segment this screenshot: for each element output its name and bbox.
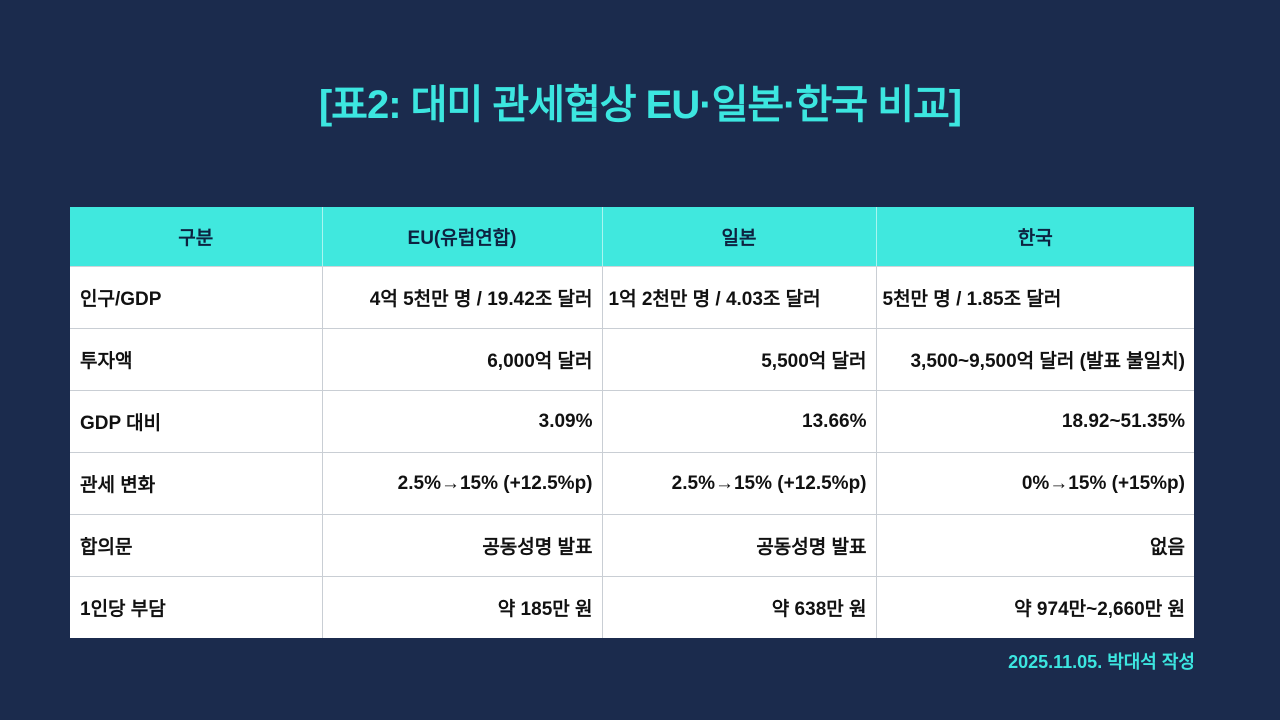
table-cell: 13.66% — [602, 390, 877, 453]
table-cell: 6,000억 달러 — [322, 328, 603, 391]
table-header-row: 구분 EU(유럽연합) 일본 한국 — [70, 207, 1194, 267]
table-cell: 3,500~9,500억 달러 (발표 불일치) — [876, 328, 1194, 391]
table-row-tariff-change: 관세 변화 2.5%→15% (+12.5%p) 2.5%→15% (+12.5… — [70, 452, 1194, 515]
author-credit: 2025.11.05. 박대석 작성 — [1008, 652, 1195, 672]
table-cell: 5천만 명 / 1.85조 달러 — [876, 266, 1194, 329]
table-cell: 약 638만 원 — [602, 576, 877, 638]
row-label: 투자액 — [70, 328, 323, 391]
row-label: 관세 변화 — [70, 452, 323, 515]
col-header-eu: EU(유럽연합) — [322, 207, 603, 267]
row-label: 인구/GDP — [70, 266, 323, 329]
row-label: 1인당 부담 — [70, 576, 323, 638]
col-header-japan: 일본 — [602, 207, 877, 267]
table-cell: 공동성명 발표 — [322, 514, 603, 577]
table-row-gdp-ratio: GDP 대비 3.09% 13.66% 18.92~51.35% — [70, 390, 1194, 453]
table-cell: 약 185만 원 — [322, 576, 603, 638]
comparison-table: 구분 EU(유럽연합) 일본 한국 인구/GDP 4억 5천만 명 / 19.4… — [70, 207, 1194, 638]
table-row-investment: 투자액 6,000억 달러 5,500억 달러 3,500~9,500억 달러 … — [70, 328, 1194, 391]
comparison-table-wrap: 구분 EU(유럽연합) 일본 한국 인구/GDP 4억 5천만 명 / 19.4… — [70, 207, 1194, 638]
table-row-per-capita-burden: 1인당 부담 약 185만 원 약 638만 원 약 974만~2,660만 원 — [70, 576, 1194, 638]
row-label: GDP 대비 — [70, 390, 323, 453]
table-cell: 1억 2천만 명 / 4.03조 달러 — [602, 266, 877, 329]
table-cell: 18.92~51.35% — [876, 390, 1194, 453]
table-cell: 2.5%→15% (+12.5%p) — [602, 452, 877, 515]
col-header-category: 구분 — [70, 207, 323, 267]
table-cell: 3.09% — [322, 390, 603, 453]
table-row-population-gdp: 인구/GDP 4억 5천만 명 / 19.42조 달러 1억 2천만 명 / 4… — [70, 266, 1194, 329]
slide-title: [표2: 대미 관세협상 EU·일본·한국 비교] — [318, 83, 962, 127]
table-cell: 공동성명 발표 — [602, 514, 877, 577]
table-cell: 약 974만~2,660만 원 — [876, 576, 1194, 638]
table-row-agreement: 합의문 공동성명 발표 공동성명 발표 없음 — [70, 514, 1194, 577]
table-cell: 0%→15% (+15%p) — [876, 452, 1194, 515]
table-cell: 5,500억 달러 — [602, 328, 877, 391]
table-cell: 4억 5천만 명 / 19.42조 달러 — [322, 266, 603, 329]
row-label: 합의문 — [70, 514, 323, 577]
table-cell: 2.5%→15% (+12.5%p) — [322, 452, 603, 515]
col-header-korea: 한국 — [876, 207, 1194, 267]
table-cell: 없음 — [876, 514, 1194, 577]
